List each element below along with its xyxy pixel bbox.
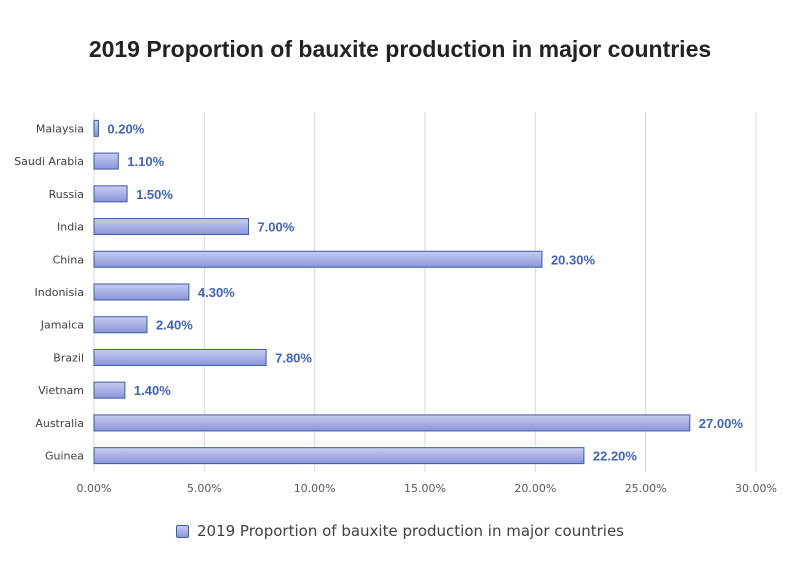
data-label: 4.30% (198, 285, 235, 300)
x-tick-label: 15.00% (404, 482, 446, 495)
category-label: Vietnam (38, 384, 84, 397)
data-label: 22.20% (593, 449, 638, 464)
bar (93, 348, 267, 366)
legend-swatch (175, 524, 189, 538)
category-label: India (57, 221, 84, 234)
bar (93, 152, 119, 170)
bar (93, 250, 543, 268)
bar (93, 119, 99, 137)
x-tick-label: 30.00% (735, 482, 777, 495)
data-label: 1.40% (134, 383, 171, 398)
category-label: Saudi Arabia (14, 155, 84, 168)
bar (93, 414, 691, 432)
chart-title: 2019 Proportion of bauxite production in… (88, 36, 712, 62)
data-label: 20.30% (551, 252, 596, 267)
bar (93, 447, 585, 465)
data-label: 2.40% (156, 318, 193, 333)
x-tick-label: 10.00% (294, 482, 336, 495)
category-label: Indonisia (35, 286, 84, 299)
legend: 2019 Proportion of bauxite production in… (0, 522, 800, 540)
data-label: 0.20% (107, 121, 144, 136)
category-label: Australia (35, 417, 84, 430)
bar (93, 381, 126, 399)
data-label: 27.00% (699, 416, 744, 431)
bar (93, 316, 148, 334)
bar (93, 185, 128, 203)
x-tick-label: 0.00% (77, 482, 112, 495)
data-label: 1.50% (136, 187, 173, 202)
bar (93, 218, 249, 236)
legend-label: 2019 Proportion of bauxite production in… (196, 522, 624, 540)
category-label: China (53, 253, 84, 266)
bar (93, 283, 190, 301)
x-tick-label: 5.00% (187, 482, 222, 495)
category-label: Malaysia (36, 122, 84, 135)
x-tick-label: 25.00% (625, 482, 667, 495)
category-label: Guinea (45, 450, 84, 463)
data-label: 7.00% (257, 220, 294, 235)
x-tick-label: 20.00% (514, 482, 556, 495)
category-label: Jamaica (40, 319, 84, 332)
category-label: Brazil (53, 351, 84, 364)
data-label: 7.80% (275, 350, 312, 365)
data-label: 1.10% (127, 154, 164, 169)
category-label: Russia (49, 188, 84, 201)
